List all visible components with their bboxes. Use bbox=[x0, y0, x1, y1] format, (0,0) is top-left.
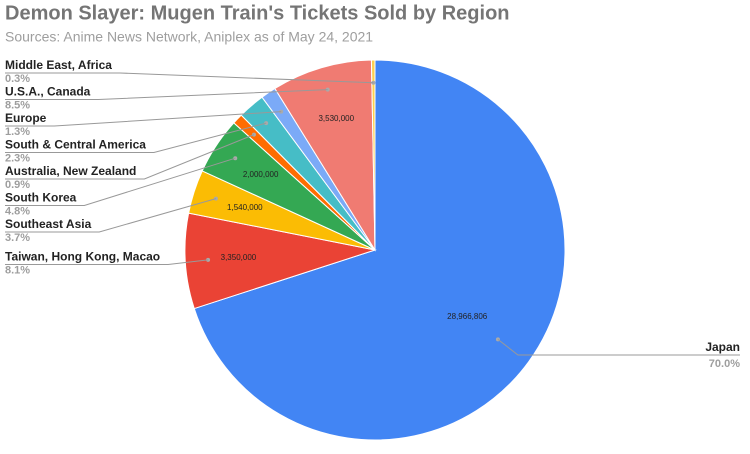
pie-slice bbox=[370, 59, 376, 251]
legend-name: Australia, New Zealand bbox=[5, 164, 136, 178]
legend-name: U.S.A., Canada bbox=[5, 85, 91, 99]
legend-percent: 0.3% bbox=[5, 73, 30, 85]
legend-percent: 0.9% bbox=[5, 179, 30, 191]
value-label: 3,350,000 bbox=[221, 253, 257, 262]
leader-line bbox=[5, 111, 282, 127]
value-label: 3,530,000 bbox=[318, 114, 354, 123]
leader-line bbox=[5, 259, 209, 265]
legend-name: Japan bbox=[705, 340, 740, 354]
pie-slice bbox=[274, 59, 376, 252]
leader-line bbox=[5, 198, 217, 233]
legend-name: South & Central America bbox=[5, 138, 146, 152]
legend-name: Middle East, Africa bbox=[5, 58, 112, 72]
value-label: 28,966,806 bbox=[447, 312, 488, 321]
legend-percent: 3.7% bbox=[5, 232, 30, 244]
legend-percent: 8.1% bbox=[5, 264, 30, 276]
legend-name: Southeast Asia bbox=[5, 217, 92, 231]
legend-percent: 8.5% bbox=[5, 99, 30, 111]
chart-subtitle: Sources: Anime News Network, Aniplex as … bbox=[5, 29, 373, 45]
leader-line bbox=[497, 339, 740, 356]
legend-percent: 4.8% bbox=[5, 205, 30, 217]
legend-percent: 70.0% bbox=[709, 358, 740, 370]
value-label: 2,000,000 bbox=[243, 170, 279, 179]
leader-line bbox=[5, 72, 374, 84]
chart-title: Demon Slayer: Mugen Train's Tickets Sold… bbox=[5, 2, 510, 24]
legend-name: Europe bbox=[5, 111, 47, 125]
legend-percent: 1.3% bbox=[5, 126, 30, 138]
leader-line bbox=[5, 134, 255, 180]
leader-line bbox=[5, 122, 267, 153]
value-label: 1,540,000 bbox=[227, 203, 263, 212]
pie-slice bbox=[193, 59, 566, 441]
legend-percent: 2.3% bbox=[5, 152, 30, 164]
legend-name: Taiwan, Hong Kong, Macao bbox=[5, 250, 160, 264]
leader-line bbox=[5, 157, 236, 206]
leader-line bbox=[5, 89, 328, 100]
legend-name: South Korea bbox=[5, 191, 77, 205]
pie-slice bbox=[184, 212, 377, 310]
